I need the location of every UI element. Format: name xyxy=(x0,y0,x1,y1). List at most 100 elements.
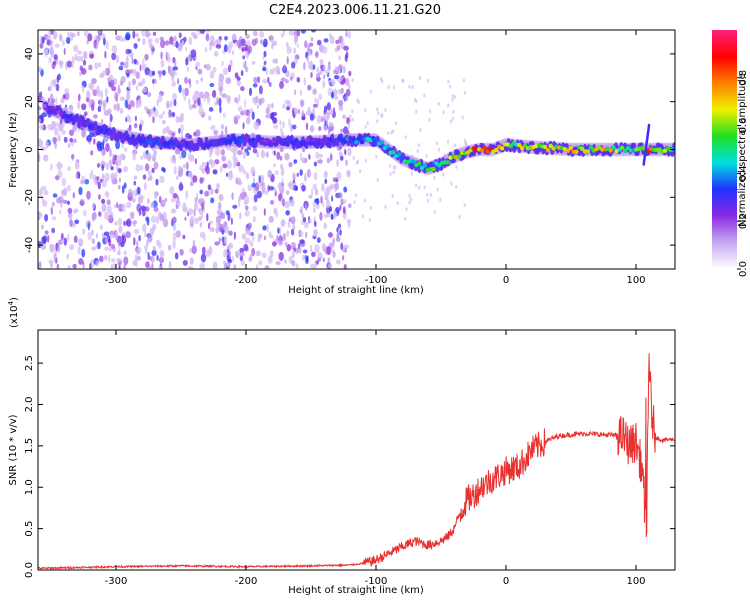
spectrogram-ridge-peak xyxy=(419,165,425,171)
spectrogram-noise-cell xyxy=(86,91,91,99)
spectrogram-ridge-peak xyxy=(128,137,133,142)
spectrogram-noise-cell xyxy=(205,30,211,33)
spectrogram-noise-cell xyxy=(40,243,47,250)
spectrogram-noise-cell xyxy=(179,166,184,175)
spectrogram-noise-cell xyxy=(271,102,274,109)
spectrogram-noise-cell xyxy=(38,211,41,221)
spectrogram-noise-cell xyxy=(63,237,68,246)
spectrogram-ridge-peak xyxy=(399,155,405,160)
spectrogram-noise-cell xyxy=(205,249,211,258)
spectrogram-noise-cell xyxy=(329,36,335,45)
spectrogram-noise-cell xyxy=(175,204,178,210)
spectrogram-noise-cell xyxy=(276,151,281,161)
spectrogram-noise-cell xyxy=(176,202,181,208)
spectrogram-noise-cell xyxy=(321,185,325,192)
spectrogram-noise-cell xyxy=(227,44,232,54)
spectrogram-noise-cell xyxy=(222,223,225,230)
spectrogram-noise-cell xyxy=(188,152,192,161)
spectrogram-noise-cell xyxy=(336,44,341,51)
spectrogram-noise-cell xyxy=(237,39,242,49)
spectrogram-noise-cell xyxy=(67,264,71,269)
spectrogram-noise-cell xyxy=(304,222,309,229)
spectrogram-ridge-peak xyxy=(131,134,136,139)
spectrogram-noise-cell xyxy=(200,77,203,82)
spectrogram-noise-cell xyxy=(71,32,76,38)
spectrogram-noise-cell xyxy=(251,60,256,65)
spectrogram-noise-cell xyxy=(110,79,115,87)
spectrogram-noise-cell xyxy=(408,200,411,205)
spectrogram-noise-cell xyxy=(66,184,71,192)
spectrogram-noise-cell xyxy=(114,92,118,101)
spectrogram-ridge-cell xyxy=(328,140,333,149)
spectrogram-noise-cell xyxy=(123,263,127,269)
spectrogram-noise-cell xyxy=(155,215,160,225)
spectrogram-noise-cell xyxy=(323,64,326,73)
spectrogram-noise-cell xyxy=(111,52,117,61)
spectrogram-noise-cell xyxy=(347,30,351,39)
spectrogram-noise-cell xyxy=(243,169,246,175)
spectrogram-noise-cell xyxy=(204,165,208,172)
spectrogram-noise-cell xyxy=(95,232,99,239)
spectrogram-noise-cell xyxy=(216,39,222,45)
spectrogram-noise-cell xyxy=(290,216,294,222)
spectrogram-noise-cell xyxy=(73,235,78,243)
spectrogram-noise-cell xyxy=(162,218,169,228)
spectrogram-noise-cell xyxy=(314,188,319,196)
spectrogram-noise-cell xyxy=(307,60,314,70)
spectrogram-noise-cell xyxy=(274,187,277,193)
spectrogram-noise-cell xyxy=(168,65,171,74)
spectrogram-noise-cell xyxy=(41,112,47,118)
spectrogram-noise-cell xyxy=(454,143,457,148)
spectrogram-noise-cell xyxy=(81,103,87,111)
spectrogram-noise-cell xyxy=(117,203,123,210)
spectrogram-noise-cell xyxy=(49,83,53,92)
spectrogram-ridge-peak xyxy=(542,144,548,150)
spectrogram-noise-cell xyxy=(375,154,378,159)
spectrogram-noise-cell xyxy=(97,105,102,113)
snr-y-scale-label: (x104) xyxy=(7,297,20,328)
spectrogram-noise-cell xyxy=(132,30,136,39)
spectrogram-noise-cell xyxy=(312,88,318,95)
spectrogram-noise-cell xyxy=(282,121,285,128)
spectrogram-noise-cell xyxy=(224,36,228,41)
spectrogram-noise-cell xyxy=(300,157,306,164)
spectrogram-noise-cell xyxy=(67,233,70,242)
spectrogram-noise-cell xyxy=(101,164,104,172)
spectrogram-noise-cell xyxy=(158,257,165,264)
spectrogram-noise-cell xyxy=(228,242,234,249)
spectrogram-noise-cell xyxy=(418,185,421,190)
spectrogram-noise-cell xyxy=(302,147,305,153)
spectrogram-noise-cell xyxy=(267,184,271,192)
spectrogram-noise-cell xyxy=(136,246,142,255)
spectrogram-y-ticks: -40 -20 0 20 40 xyxy=(24,48,675,253)
spectrogram-noise-cell xyxy=(309,113,315,121)
spectrogram-noise-cell xyxy=(150,201,155,209)
spectrogram-noise-cell xyxy=(123,250,127,256)
spectrogram-noise-cell xyxy=(80,56,84,62)
spectrogram-noise-cell xyxy=(324,178,328,184)
spectrogram-noise-cell xyxy=(38,153,41,162)
spectrogram-noise-cell xyxy=(317,39,322,46)
spectrogram-noise-cell xyxy=(52,193,58,198)
spectrogram-noise-cell xyxy=(182,163,187,169)
spectrogram-noise-cell xyxy=(280,155,283,161)
spectrogram-noise-cell xyxy=(227,160,232,169)
spectrogram-noise-cell xyxy=(251,182,256,188)
spectrogram-noise-cell xyxy=(124,147,128,152)
spectrogram-noise-cell xyxy=(306,55,310,63)
spectrogram-noise-cell xyxy=(67,166,72,172)
spectrogram-noise-cell xyxy=(242,61,247,69)
spectrogram-noise-cell xyxy=(109,246,112,252)
spectrogram-noise-cell xyxy=(114,231,119,240)
spectrogram-noise-cell xyxy=(429,193,433,197)
spectrogram-noise-cell xyxy=(225,210,230,216)
spectrogram-noise-cell xyxy=(193,131,197,137)
spectrogram-ridge-peak xyxy=(662,148,668,153)
spectrogram-noise-cell xyxy=(212,124,216,130)
spectrogram-noise-cell xyxy=(352,155,355,160)
spectrogram-noise-cell xyxy=(271,43,274,50)
spectrogram-noise-cell xyxy=(409,197,413,202)
spectrogram-noise-cell xyxy=(288,180,294,190)
spectrogram-noise-cell xyxy=(325,116,329,125)
spectrogram-noise-cell xyxy=(364,158,367,163)
